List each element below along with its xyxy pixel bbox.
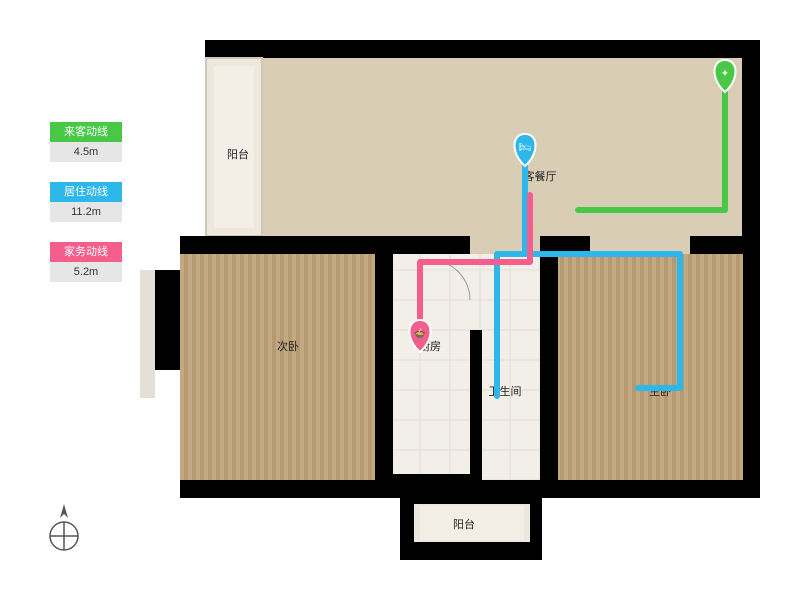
svg-text:🍲: 🍲 — [414, 328, 426, 340]
room-master — [558, 254, 743, 494]
label-balcony-2: 阳台 — [453, 517, 475, 531]
room-kitchen — [393, 254, 483, 474]
label-bathroom: 卫生间 — [489, 384, 522, 398]
svg-text:✦: ✦ — [721, 69, 729, 80]
room-bedroom2 — [180, 254, 375, 490]
svg-text:🛏: 🛏 — [519, 143, 532, 154]
label-bedroom2: 次卧 — [277, 339, 299, 353]
floorplan: 客餐厅 次卧 厨房 卫生间 主卧 阳台 阳台 ✦ 🛏 🍲 — [0, 0, 800, 600]
label-balcony-1: 阳台 — [227, 147, 249, 161]
label-living: 客餐厅 — [524, 169, 557, 183]
ledge-left — [140, 270, 155, 380]
